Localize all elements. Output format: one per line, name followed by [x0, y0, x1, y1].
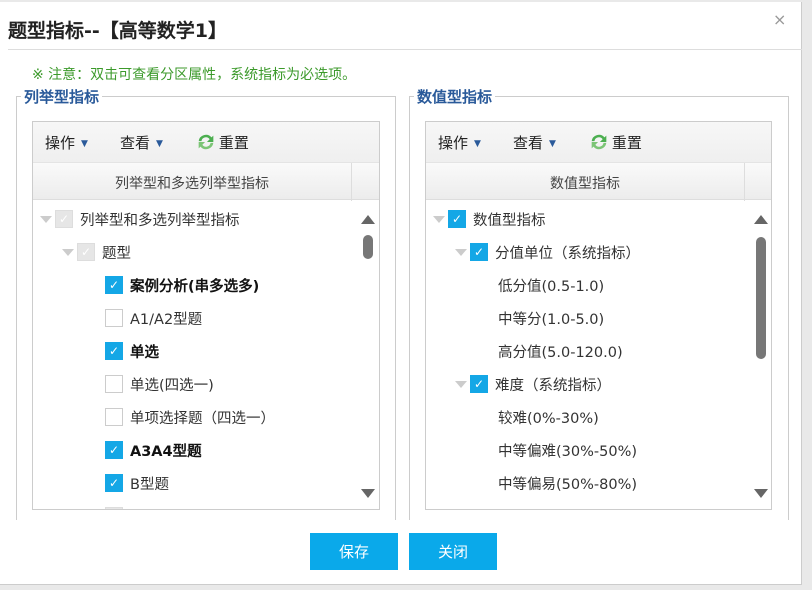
tree-item-label: 中等偏易(50%-80%) — [498, 476, 638, 493]
refresh-icon — [591, 134, 607, 150]
reset-button[interactable]: 重置 — [588, 131, 642, 153]
expand-toggle-icon[interactable] — [433, 216, 445, 223]
tree-item-label: 单选 — [130, 344, 159, 361]
caret-down-icon: ▼ — [155, 138, 163, 149]
tree-item[interactable]: ✓ 难度（系统指标） — [470, 373, 611, 395]
scrollbar-thumb[interactable] — [363, 235, 373, 259]
tree-item[interactable]: ✓ 列举型和多选列举型指标 — [55, 208, 240, 230]
toolbar: 操作 ▼ 查看 ▼ 重置 — [426, 122, 771, 162]
tree-item[interactable] — [105, 505, 130, 509]
column-title: 列举型和多选列举型指标 — [115, 176, 269, 192]
tree-item-label: 单选(四选一) — [130, 377, 214, 394]
expand-toggle-icon[interactable] — [455, 249, 467, 256]
checkbox[interactable] — [105, 375, 123, 393]
reset-button[interactable]: 重置 — [195, 131, 249, 153]
ops-menu[interactable]: 操作 ▼ — [438, 133, 481, 152]
checkbox[interactable]: ✓ — [448, 210, 466, 228]
view-menu[interactable]: 查看 ▼ — [512, 133, 556, 152]
dialog-title: 题型指标--【高等数学1】 — [8, 20, 227, 42]
tree-item[interactable]: ✓ 数值型指标 — [448, 208, 546, 230]
caret-down-icon: ▼ — [474, 138, 481, 149]
tree-item-label: A3A4型题 — [130, 443, 202, 460]
tree-item-label: 列举型和多选列举型指标 — [80, 212, 240, 229]
tree-item[interactable]: ✓ B型题 — [105, 472, 169, 494]
expand-toggle-icon[interactable] — [455, 381, 467, 388]
toolbar: 操作 ▼ 查看 ▼ 重置 — [33, 122, 379, 162]
checkbox[interactable]: ✓ — [105, 276, 123, 294]
tree-item-label: 中等偏难(30%-50%) — [498, 443, 638, 460]
caret-down-icon: ▼ — [548, 138, 556, 149]
checkbox[interactable]: ✓ — [55, 210, 73, 228]
checkbox[interactable]: ✓ — [470, 375, 488, 393]
divider — [744, 163, 745, 201]
right-legend: 数值型指标 — [414, 86, 496, 107]
tree-item-label: 高分值(5.0-120.0) — [498, 344, 623, 361]
notice-text: ※ 注意：双击可查看分区属性，系统指标为必选项。 — [32, 67, 357, 83]
tree-item-label: 较难(0%-30%) — [498, 410, 599, 427]
ops-menu[interactable]: 操作 ▼ — [45, 133, 88, 152]
checkbox[interactable]: ✓ — [77, 243, 95, 261]
close-icon[interactable]: × — [773, 10, 787, 29]
tree-item[interactable]: 中等偏难(30%-50%) — [498, 439, 637, 461]
expand-toggle-icon[interactable] — [40, 216, 52, 223]
checkbox[interactable] — [105, 507, 123, 509]
checkbox[interactable]: ✓ — [105, 441, 123, 459]
checkbox[interactable]: ✓ — [105, 342, 123, 360]
refresh-icon — [198, 134, 214, 150]
dialog: 题型指标--【高等数学1】 × ※ 注意：双击可查看分区属性，系统指标为必选项。… — [0, 2, 802, 585]
column-header[interactable]: 列举型和多选列举型指标 — [33, 162, 379, 201]
tree-item-label: 分值单位（系统指标） — [495, 245, 640, 262]
scroll-up-icon[interactable] — [754, 215, 768, 224]
scroll-up-icon[interactable] — [361, 215, 375, 224]
checkbox[interactable]: ✓ — [105, 474, 123, 492]
tree-item[interactable]: ✓ 题型 — [77, 241, 131, 263]
tree-item[interactable]: ✓ 分值单位（系统指标） — [470, 241, 640, 263]
column-title: 数值型指标 — [550, 176, 620, 192]
tree-item-label: B型题 — [130, 476, 169, 493]
tree-item-label: 难度（系统指标） — [495, 377, 611, 394]
tree-item-label: 单项选择题（四选一） — [130, 410, 275, 427]
tree-item-label: 低分值(0.5-1.0) — [498, 278, 605, 295]
tree-item-label: 数值型指标 — [473, 212, 546, 229]
tree-item-label: 中等分(1.0-5.0) — [498, 311, 605, 328]
close-button[interactable]: 关闭 — [409, 533, 497, 570]
save-button[interactable]: 保存 — [310, 533, 398, 570]
checkbox[interactable] — [105, 408, 123, 426]
scroll-down-icon[interactable] — [754, 489, 768, 498]
divider — [8, 49, 802, 50]
tree-item[interactable]: A1/A2型题 — [105, 307, 202, 329]
caret-down-icon: ▼ — [81, 138, 88, 149]
tree-item[interactable]: 较难(0%-30%) — [498, 406, 599, 428]
tree-item-label: 案例分析(串多选多) — [130, 278, 260, 295]
tree-item[interactable]: ✓ 单选 — [105, 340, 159, 362]
checkbox[interactable] — [105, 309, 123, 327]
tree-item-label: A1/A2型题 — [130, 311, 203, 328]
right-fieldset: 数值型指标 — [409, 86, 789, 520]
tree-item-label: 题型 — [102, 245, 131, 262]
left-tree-grid: 操作 ▼ 查看 ▼ 重置列举型和多选列举型指标 ✓ 列举型和多选列举型指标 ✓ 题型 ✓ 案例分析(… — [32, 121, 380, 510]
left-fieldset: 列举型指标 — [16, 86, 396, 520]
column-header[interactable]: 数值型指标 — [426, 162, 771, 201]
expand-toggle-icon[interactable] — [62, 249, 74, 256]
scrollbar-thumb[interactable] — [756, 237, 766, 359]
tree-item[interactable]: 中等偏易(50%-80%) — [498, 472, 637, 494]
scroll-down-icon[interactable] — [361, 489, 375, 498]
tree-item[interactable]: 中等分(1.0-5.0) — [498, 307, 604, 329]
tree-item[interactable]: 单项选择题（四选一） — [105, 406, 275, 428]
tree-item[interactable]: ✓ 案例分析(串多选多) — [105, 274, 259, 296]
view-menu[interactable]: 查看 ▼ — [119, 133, 163, 152]
right-tree-grid: 操作 ▼ 查看 ▼ 重置数值型指标 ✓ 数值型指标 ✓ 分值单位（系统指标） 低分值(0.5-1.… — [425, 121, 772, 510]
tree-item[interactable]: ✓ A3A4型题 — [105, 439, 202, 461]
tree-item[interactable]: 低分值(0.5-1.0) — [498, 274, 604, 296]
left-legend: 列举型指标 — [21, 86, 103, 107]
divider — [351, 163, 352, 201]
tree-item[interactable]: 单选(四选一) — [105, 373, 214, 395]
tree-item[interactable]: 高分值(5.0-120.0) — [498, 340, 623, 362]
checkbox[interactable]: ✓ — [470, 243, 488, 261]
